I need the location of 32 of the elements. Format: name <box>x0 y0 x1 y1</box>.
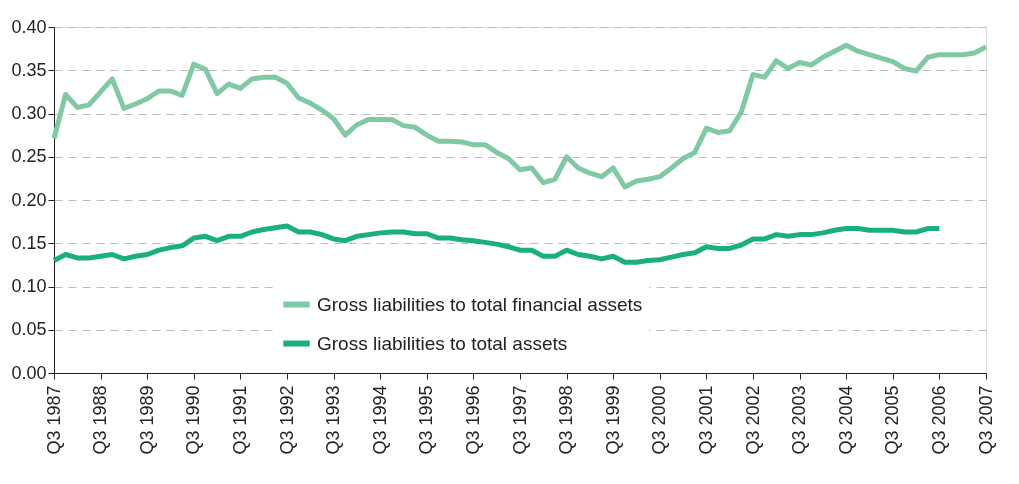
x-tick-label: Q3 2002 <box>742 385 763 455</box>
y-tick-label: 0.30 <box>11 103 47 123</box>
y-tick-label: 0.10 <box>11 276 47 296</box>
legend-label: Gross liabilities to total financial assets <box>317 293 643 315</box>
y-tick-label: 0.00 <box>11 362 47 383</box>
x-tick-label: Q3 2003 <box>789 385 810 455</box>
x-tick-label: Q3 2007 <box>975 385 996 455</box>
y-tick-label: 0.35 <box>11 59 47 80</box>
x-tick-label: Q3 1995 <box>416 385 437 455</box>
legend-label: Gross liabilities to total assets <box>317 332 568 354</box>
x-tick-label: Q3 1996 <box>462 385 483 455</box>
y-tick-label: 0.40 <box>11 16 47 37</box>
x-tick-label: Q3 2000 <box>649 385 670 455</box>
x-tick-label: Q3 1988 <box>90 385 111 455</box>
y-tick-label: 0.25 <box>11 146 47 167</box>
x-tick-label: Q3 1993 <box>323 385 344 455</box>
x-tick-label: Q3 1991 <box>229 385 250 455</box>
x-tick-label: Q3 2006 <box>928 385 949 455</box>
x-tick-label: Q3 2001 <box>695 385 716 455</box>
x-tick-label: Q3 1997 <box>509 385 530 455</box>
y-tick-label: 0.20 <box>11 189 47 210</box>
x-tick-label: Q3 1998 <box>556 385 577 455</box>
x-tick-label: Q3 2004 <box>835 385 856 455</box>
x-tick-label: Q3 1987 <box>43 385 64 455</box>
y-tick-label: 0.15 <box>11 232 47 253</box>
x-tick-label: Q3 1989 <box>136 385 157 455</box>
y-tick-label: 0.05 <box>11 319 47 340</box>
x-tick-label: Q3 1994 <box>369 385 390 455</box>
x-tick-label: Q3 1990 <box>183 385 204 455</box>
x-tick-label: Q3 2005 <box>882 385 903 455</box>
x-tick-label: Q3 1992 <box>276 385 297 455</box>
x-tick-label: Q3 1999 <box>602 385 623 455</box>
